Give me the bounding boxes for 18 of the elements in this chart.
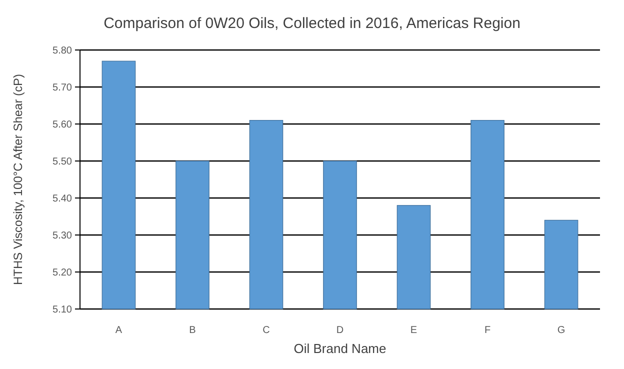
y-tick-label: 5.10 (52, 304, 72, 316)
y-tick-label: 5.30 (52, 230, 72, 242)
x-tick-label: C (262, 325, 270, 336)
x-tick-label: B (189, 325, 196, 336)
x-tick-label: E (410, 325, 418, 336)
y-tick-label: 5.60 (52, 120, 72, 130)
y-tick-label: 5.20 (52, 268, 72, 278)
x-tick-label: G (557, 325, 566, 336)
chart-title: Comparison of 0W20 Oils, Collected in 2016, Americas Region (104, 15, 520, 32)
y-tick-label: 5.50 (52, 156, 72, 168)
y-tick-label: 5.70 (52, 82, 72, 94)
x-tick-label: A (115, 325, 122, 336)
x-tick-label: D (336, 325, 344, 336)
x-tick-label: F (484, 325, 491, 336)
y-axis-title: HTHS Viscosity, 100°C After Shear (cP) (11, 74, 25, 286)
y-tick-label: 5.40 (52, 194, 72, 204)
x-axis-title: Oil Brand Name (294, 341, 386, 356)
y-tick-label: 5.80 (52, 46, 72, 56)
